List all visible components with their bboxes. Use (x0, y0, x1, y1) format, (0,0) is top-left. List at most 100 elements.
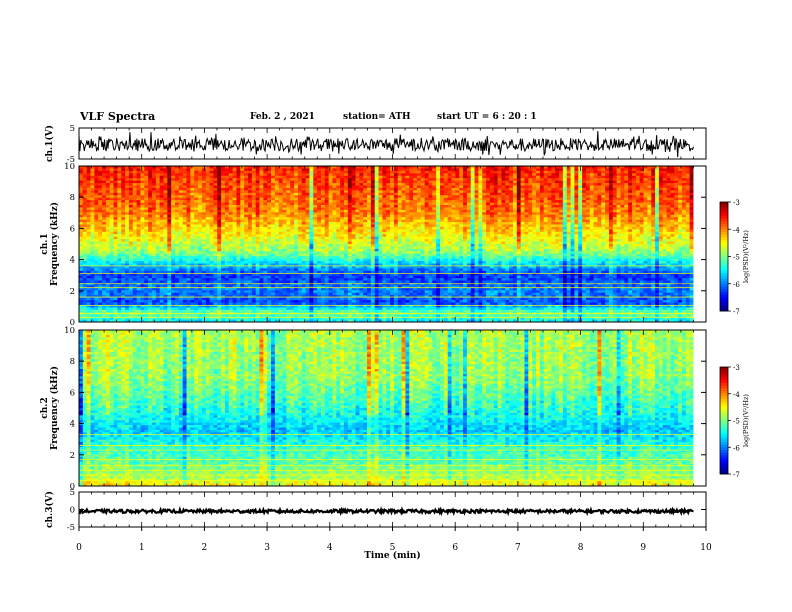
spectrogram-cell (489, 236, 495, 240)
spectrogram-cell (163, 205, 168, 208)
spectrogram-cell (159, 197, 164, 201)
spectrogram-cell (271, 173, 276, 177)
spectrogram-cell (251, 214, 257, 218)
spectrogram-cell (144, 205, 149, 208)
spectrogram-cell (670, 236, 675, 240)
spectrogram-cell (601, 239, 606, 242)
spectrogram-cell (647, 187, 652, 191)
spectrogram-cell (267, 187, 272, 191)
spectrogram-cell (363, 185, 368, 189)
spectrogram-cell (224, 229, 230, 233)
spectrogram-cell (670, 222, 675, 225)
spectrogram-cell (194, 178, 199, 182)
spectrogram-cell (125, 231, 130, 235)
spectrogram-cell (639, 192, 644, 196)
spectrogram-cell (470, 168, 475, 172)
spectrogram-cell (658, 209, 664, 213)
spectrogram-cell (505, 195, 510, 199)
spectrogram-cell (497, 231, 502, 235)
spectrogram-cell (536, 183, 541, 186)
spectrogram-cell (290, 185, 295, 189)
spectrogram-cell (420, 180, 426, 184)
spectrogram-cell (390, 185, 395, 189)
spectrogram-cell (117, 222, 122, 225)
spectrogram-cell (608, 236, 614, 240)
spectrogram-cell (370, 200, 376, 203)
spectrogram-cell (113, 212, 118, 216)
spectrogram-cell (186, 241, 191, 245)
spectrogram-cell (113, 229, 118, 233)
spectrogram-cell (658, 178, 664, 182)
spectrogram-cell (309, 200, 314, 203)
spectrogram-cell (282, 224, 287, 228)
spectrogram-cell (102, 229, 107, 233)
spectrogram-cell (382, 217, 387, 221)
spectrogram-cell (175, 231, 180, 235)
spectrogram-cell (455, 175, 460, 179)
spectrogram-cell (551, 200, 556, 203)
spectrogram-cell (90, 229, 95, 233)
spectrogram-cell (420, 236, 426, 240)
spectrogram-cell (643, 185, 648, 189)
spectrogram-cell (547, 217, 552, 221)
spectrogram-cell (616, 190, 621, 194)
spectrogram-cell (585, 219, 591, 223)
spectrogram-cell (144, 219, 149, 223)
spectrogram-cell (94, 173, 99, 177)
spectrogram-cell (420, 190, 426, 194)
spectrogram-cell (566, 217, 571, 221)
spectrogram-cell (562, 229, 568, 233)
spectrogram-cell (240, 175, 245, 179)
spectrogram-cell (290, 236, 295, 240)
spectrogram-cell (524, 226, 529, 230)
spectrogram-cell (367, 219, 372, 223)
spectrogram-cell (455, 209, 460, 213)
spectrogram-cell (175, 192, 180, 196)
spectrogram-cell (255, 207, 260, 211)
spectrogram-cell (616, 205, 621, 208)
spectrogram-cell (463, 219, 468, 223)
spectrogram-cell (608, 222, 614, 225)
spectrogram-cell (608, 202, 614, 206)
spectrogram-cell (163, 217, 168, 221)
spectrogram-cell (616, 207, 621, 211)
spectrogram-cell (190, 234, 195, 238)
spectrogram-cell (370, 222, 376, 225)
spectrogram-cell (601, 217, 606, 221)
spectrogram-cell (386, 236, 391, 240)
spectrogram-cell (443, 185, 449, 189)
spectrogram-cell (459, 207, 464, 211)
spectrogram-cell (635, 229, 641, 233)
spectrogram-cell (251, 170, 257, 174)
spectrogram-cell (551, 219, 556, 223)
spectrogram-cell (336, 192, 341, 196)
spectrogram-cell (409, 219, 414, 223)
spectrogram-cell (198, 222, 203, 225)
spectrogram-cell (186, 200, 191, 203)
spectrogram-cell (393, 170, 399, 174)
spectrogram-cell (240, 219, 245, 223)
spectrogram-cell (151, 241, 157, 245)
spectrogram-cell (136, 178, 141, 182)
spectrogram-cell (274, 175, 280, 179)
spectrogram-cell (489, 190, 495, 194)
spectrogram-cell (578, 185, 583, 189)
spectrogram-cell (128, 205, 134, 208)
spectrogram-cell (271, 231, 276, 235)
spectrogram-cell (351, 175, 356, 179)
spectrogram-cell (382, 202, 387, 206)
spectrogram-cell (271, 178, 276, 182)
spectrogram-cell (440, 202, 445, 206)
spectrogram-cell (82, 207, 88, 211)
spectrogram-cell (543, 222, 548, 225)
spectrogram-cell (217, 178, 222, 182)
spectrogram-cell (286, 224, 291, 228)
spectrogram-cell (463, 178, 468, 182)
spectrogram-cell (267, 207, 272, 211)
spectrogram-cell (274, 195, 280, 199)
spectrogram-cell (416, 178, 422, 182)
spectrogram-cell (689, 202, 694, 206)
spectrogram-cell (397, 170, 402, 174)
spectrogram-cell (267, 234, 272, 238)
spectrogram-cell (336, 195, 341, 199)
